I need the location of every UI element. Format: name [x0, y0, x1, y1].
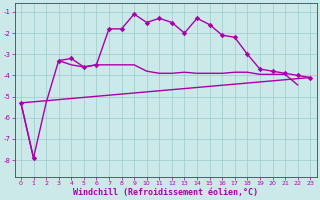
- X-axis label: Windchill (Refroidissement éolien,°C): Windchill (Refroidissement éolien,°C): [73, 188, 258, 197]
